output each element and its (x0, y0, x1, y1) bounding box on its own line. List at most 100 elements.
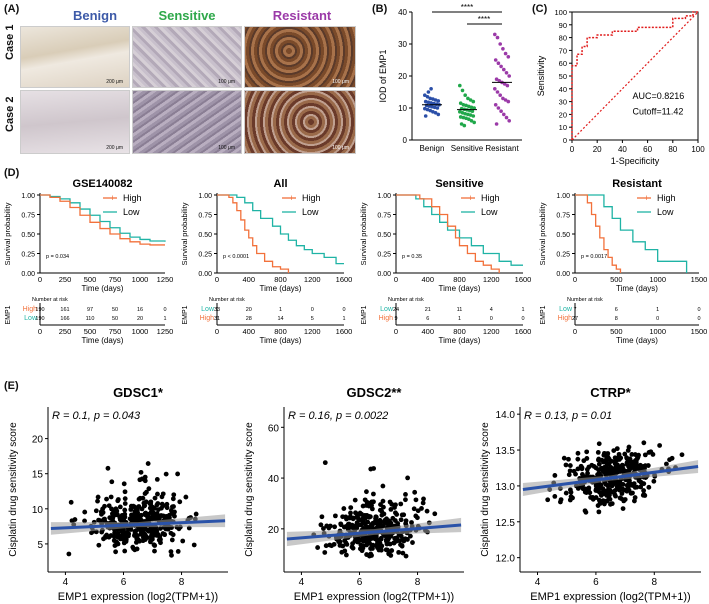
data-point (380, 483, 386, 489)
data-point (155, 507, 161, 513)
y-tick-label: 0.75 (377, 213, 391, 220)
x-tick-label: 1600 (336, 275, 353, 284)
data-point (129, 512, 134, 518)
data-point (507, 74, 511, 78)
data-point (171, 492, 177, 498)
legend-high-label: High (481, 193, 500, 203)
scale-bar: 100 μm (332, 79, 349, 85)
data-point (389, 548, 395, 553)
y-tick-label: 20 (398, 72, 407, 81)
data-point (401, 512, 407, 518)
data-point (332, 513, 338, 519)
data-point (403, 553, 409, 559)
data-point (319, 514, 325, 520)
risk-x-tick-label: 500 (610, 327, 623, 336)
data-point (420, 500, 426, 506)
data-point (396, 549, 402, 555)
data-point (137, 477, 143, 483)
x-tick-label: 500 (610, 275, 623, 284)
data-point (405, 537, 410, 542)
risk-count: 50 (112, 307, 118, 313)
data-point (368, 546, 373, 551)
data-point (567, 468, 573, 474)
scale-bar: 200 μm (106, 145, 123, 151)
scale-bar: 200 μm (106, 79, 123, 85)
data-point (630, 462, 635, 468)
y-tick-label: 20 (32, 435, 44, 446)
risk-row-label: Low (24, 315, 38, 322)
y-tick-label: 0.25 (198, 252, 212, 259)
data-point (154, 476, 160, 482)
data-point (157, 526, 163, 531)
x-axis-label: Time (days) (260, 284, 302, 293)
data-point (403, 497, 408, 503)
y-tick-label: 5 (37, 540, 43, 551)
km-title: GSE140082 (73, 178, 133, 190)
data-point (95, 498, 100, 504)
data-point (664, 461, 669, 467)
data-point (386, 535, 392, 541)
data-point (377, 523, 383, 529)
data-point (141, 527, 147, 533)
risk-x-tick-label: 400 (421, 327, 434, 336)
data-point (122, 548, 128, 554)
x-axis-label: EMP1 expression (log2(TPM+1)) (530, 591, 690, 603)
data-point (575, 450, 581, 456)
data-point (607, 489, 613, 495)
risk-count: 14 (277, 316, 283, 322)
data-point (164, 501, 170, 507)
data-point (371, 466, 377, 471)
category-label: Benign (420, 144, 445, 153)
x-tick-label: 800 (453, 275, 466, 284)
data-point (608, 501, 613, 507)
data-point (651, 478, 657, 484)
histology-image-sensitive-case1: 100 μm (132, 26, 242, 88)
risk-row-label: Low (380, 306, 394, 313)
x-tick-label: 100 (691, 145, 705, 154)
data-point (460, 111, 465, 115)
data-point (472, 106, 476, 110)
km-title: Sensitive (435, 178, 483, 190)
data-point (411, 506, 417, 512)
x-axis-label: Time (days) (439, 284, 481, 293)
risk-axis-label: EMP1 (540, 305, 547, 324)
legend-low-label: Low (123, 207, 140, 217)
data-point (156, 513, 161, 519)
data-point (423, 114, 428, 118)
risk-count: 4 (490, 307, 493, 313)
data-point (152, 548, 157, 554)
data-point (132, 547, 138, 553)
correlation-stat: R = 0.16, p = 0.0022 (288, 410, 388, 422)
x-tick-label: 40 (618, 145, 627, 154)
x-tick-label: 0 (38, 275, 42, 284)
data-point (431, 110, 435, 114)
data-point (625, 485, 631, 490)
y-axis-label: Survival probability (538, 202, 547, 265)
x-tick-label: 250 (59, 275, 72, 284)
data-point (122, 507, 128, 513)
panel-label-a: (A) (4, 3, 20, 15)
data-point (587, 490, 593, 496)
x-tick-label: 0 (573, 275, 577, 284)
scatter-ctrp: CTRP* 12.0 12.5 13.0 13.5 14.0 4 6 8 EMP1 express… (480, 385, 701, 603)
data-point (367, 514, 373, 520)
risk-x-tick-label: 250 (59, 327, 72, 336)
y-tick-label: 0.75 (198, 213, 212, 220)
data-point (618, 455, 624, 461)
data-point (636, 452, 641, 458)
row-title-case1: Case 1 (4, 24, 16, 60)
data-point (463, 111, 467, 116)
data-point (590, 496, 596, 502)
x-tick-label: 1000 (132, 275, 149, 284)
data-point (611, 448, 617, 453)
data-point (149, 528, 155, 534)
x-tick-label: 20 (593, 145, 602, 154)
y-tick-label: 40 (559, 85, 567, 94)
risk-row-label: High (200, 315, 215, 322)
regression-line (522, 465, 699, 491)
data-point (145, 461, 151, 466)
x-tick-label: 8 (415, 577, 421, 588)
data-point (471, 99, 476, 104)
